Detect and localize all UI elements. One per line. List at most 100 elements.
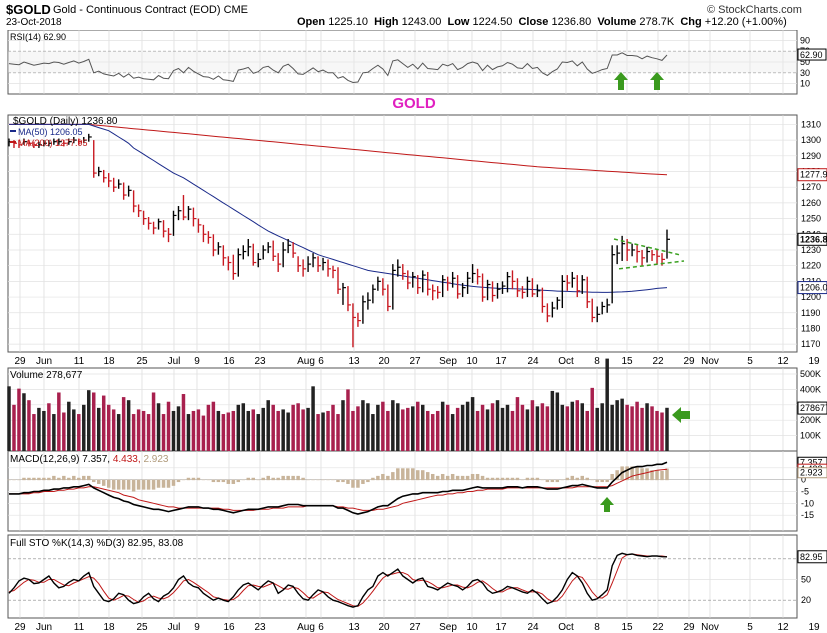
macd-tick-label: -5 — [801, 487, 809, 497]
date-axis-label: Jun — [36, 356, 52, 367]
volume-bar — [301, 409, 305, 451]
volume-bar — [411, 406, 415, 451]
volume-bar — [201, 415, 206, 451]
rsi-value-tag — [797, 48, 827, 61]
macd-legend-label: MACD(12,26,9) — [10, 454, 82, 465]
volume-bar — [510, 410, 515, 451]
date-axis-label: Jul — [168, 356, 181, 367]
macd-line — [9, 461, 668, 515]
date-axis-label: 10 — [466, 622, 478, 633]
price-value-tag — [797, 281, 827, 295]
date-axis-label: 29 — [683, 622, 695, 633]
date-axis-label: 24 — [527, 356, 539, 367]
macd-histogram-bar — [22, 477, 26, 481]
date-axis-label: 13 — [348, 622, 360, 633]
date-axis-label: 25 — [136, 356, 148, 367]
volume-bar — [346, 389, 350, 451]
volume-bar — [550, 390, 555, 451]
rsi-band — [8, 51, 797, 73]
macd-histogram-bar — [500, 477, 505, 481]
macd-hist-legend-value: 2.923 — [143, 454, 168, 465]
macd-histogram-bar — [146, 479, 151, 490]
macd-histogram-bar — [251, 477, 255, 481]
volume-bar — [47, 403, 51, 451]
sto-tick-label: 20 — [801, 595, 811, 605]
volume-bar — [480, 404, 485, 451]
macd-histogram-bar — [480, 475, 485, 481]
date-axis-label: 6 — [318, 356, 324, 367]
macd-histogram-bar — [281, 475, 285, 481]
macd-histogram-bar — [27, 477, 31, 481]
chg-value: +12.20 (+1.00%) — [704, 16, 787, 28]
date-axis-label: 29 — [683, 356, 695, 367]
volume-bar — [430, 414, 435, 451]
rsi-value-tag-text: 62.90 — [800, 50, 823, 60]
volume-bar — [52, 414, 56, 451]
volume-bar — [635, 401, 639, 451]
chart-header: $GOLD Gold - Continuous Contract (EOD) C… — [0, 0, 827, 30]
macd-histogram-bar — [366, 479, 370, 483]
macd-tick-label: -15 — [801, 510, 814, 520]
macd-histogram-bar — [495, 477, 500, 481]
volume-bar — [366, 403, 370, 451]
macd-histogram-bar — [650, 470, 654, 481]
date-axis-label: Aug — [297, 622, 315, 633]
close-value: 1236.80 — [551, 16, 592, 28]
volume-bar — [625, 404, 629, 451]
date-axis-label: Aug — [297, 356, 315, 367]
rsi-legend: RSI(14) 62.90 — [10, 32, 66, 42]
rsi-tick-label: 90 — [800, 35, 810, 45]
volume-bar — [241, 403, 246, 451]
macd-histogram-bar — [505, 477, 510, 481]
macd-histogram-bar — [490, 477, 495, 481]
volume-bar — [490, 403, 495, 451]
price-value-tag-text: 1277.95 — [800, 170, 827, 180]
macd-histogram-bar — [231, 479, 236, 484]
date-axis-label: 22 — [652, 622, 664, 633]
volume-bar — [111, 409, 116, 451]
volume-bar — [535, 406, 540, 451]
price-tick-label: 1200 — [801, 292, 821, 302]
macd-histogram-bar — [241, 479, 246, 481]
volume-bar — [475, 410, 480, 451]
price-legend-title: $GOLD (Daily) 1236.80 — [13, 116, 118, 127]
macd-histogram-bar — [585, 477, 589, 481]
volume-bar — [306, 407, 310, 451]
price-tick-label: 1290 — [801, 151, 821, 161]
low-value: 1224.50 — [472, 16, 513, 28]
ma50-line — [9, 123, 668, 293]
volume-bar — [211, 401, 216, 451]
volume-bar — [286, 412, 290, 451]
volume-bar — [425, 410, 430, 451]
macd-histogram-bar — [271, 477, 275, 481]
macd-histogram-bar — [401, 468, 405, 481]
date-axis-label: 5 — [747, 356, 753, 367]
macd-histogram-bar — [386, 475, 390, 481]
volume-bar — [336, 414, 340, 451]
macd-histogram-bar — [346, 479, 350, 484]
volume-bar — [450, 414, 455, 451]
volume-bar — [341, 400, 345, 451]
volume-bar — [186, 414, 191, 451]
price-tick-label: 1260 — [801, 198, 821, 208]
date-axis-band — [0, 619, 827, 633]
volume-bar — [271, 404, 275, 451]
date-axis-label: 17 — [495, 622, 507, 633]
rsi-tick-label: 50 — [800, 57, 810, 67]
volume-value-tag — [797, 401, 827, 415]
date-axis-label: 23 — [254, 622, 266, 633]
macd-histogram-bar — [475, 473, 480, 481]
macd-histogram-bar — [416, 470, 420, 481]
price-tick-label: 1180 — [801, 323, 820, 333]
volume-bar — [575, 400, 580, 451]
volume-bar — [141, 410, 146, 451]
volume-bar — [505, 404, 510, 451]
macd-histogram-bar — [336, 479, 340, 483]
macd-histogram-bar — [371, 477, 375, 481]
macd-histogram-bar — [296, 475, 300, 481]
macd-histogram-bar — [301, 477, 305, 481]
macd-histogram-bar — [391, 472, 395, 481]
date-axis-label: 16 — [223, 622, 235, 633]
macd-histogram-bar — [535, 477, 540, 481]
volume-bar — [151, 392, 156, 451]
